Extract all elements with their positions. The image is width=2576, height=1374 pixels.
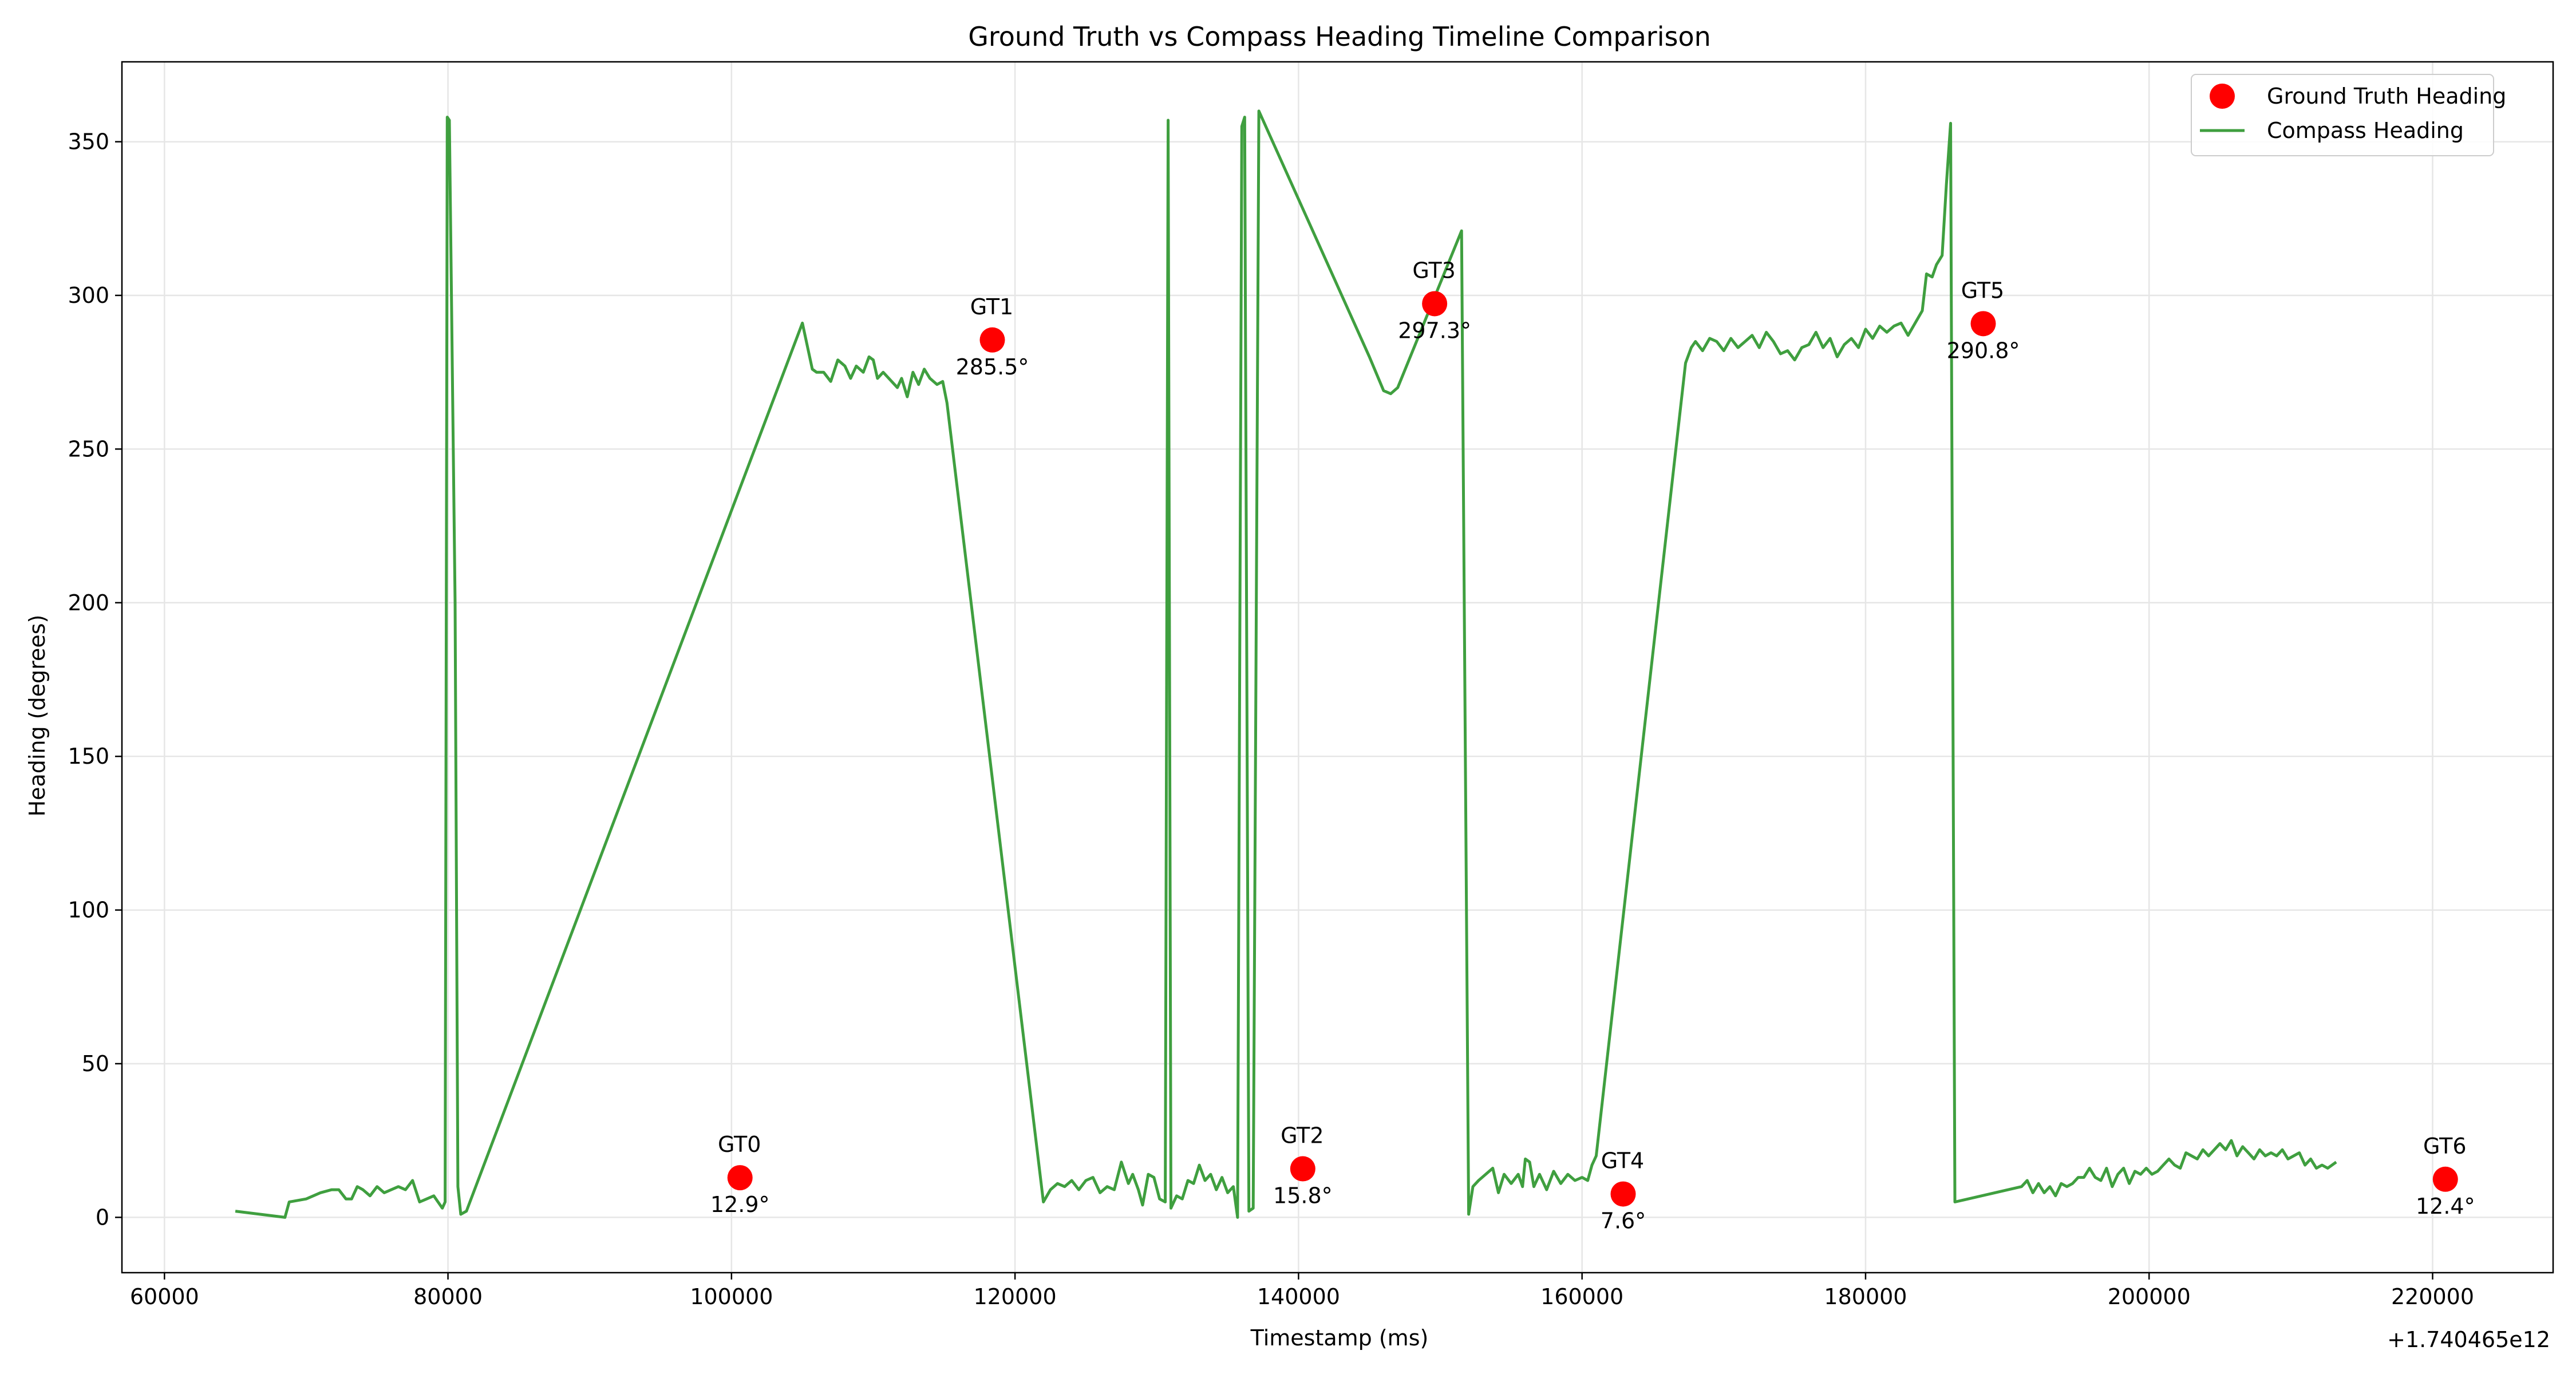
ground-truth-value-label: 7.6°	[1601, 1209, 1646, 1234]
plot-frame	[121, 61, 2554, 1274]
ground-truth-point	[979, 327, 1005, 353]
axis-ticks: 60000 80000 100000 120000 140000 160000 180000…	[68, 129, 2474, 1309]
x-tick-label: 140000	[1257, 1284, 1340, 1309]
ground-truth-id-label: GT3	[1412, 258, 1455, 283]
ground-truth-id-label: GT5	[1961, 278, 2004, 303]
ground-truth-point	[1610, 1181, 1636, 1207]
legend-label-compass: Compass Heading	[2267, 118, 2464, 143]
ground-truth-id-label: GT4	[1601, 1148, 1644, 1174]
x-axis-offset-label: +1.740465e12	[2387, 1327, 2550, 1352]
ground-truth-id-label: GT0	[718, 1132, 761, 1157]
ground-truth-point	[1422, 291, 1448, 317]
x-tick-label: 160000	[1540, 1284, 1623, 1309]
ground-truth-id-label: GT1	[970, 294, 1013, 319]
ground-truth-point	[2432, 1166, 2458, 1192]
ground-truth-point	[727, 1165, 753, 1191]
y-axis-label: Heading (degrees)	[25, 615, 50, 817]
x-axis-label: Timestamp (ms)	[1250, 1325, 1429, 1351]
compass-heading-line	[235, 109, 2337, 1219]
y-tick-label: 100	[68, 898, 109, 923]
y-tick-label: 150	[68, 744, 109, 769]
ground-truth-value-label: 285.5°	[956, 354, 1029, 380]
chart-title: Ground Truth vs Compass Heading Timeline…	[968, 21, 1711, 52]
series-layer: GT0 12.9° GT1 285.5° GT2 15.8° GT3 297.3° GT4 7.6…	[235, 109, 2475, 1234]
ground-truth-value-label: 12.9°	[710, 1192, 770, 1217]
ground-truth-value-label: 290.8°	[1947, 338, 2020, 363]
legend-label-ground-truth: Ground Truth Heading	[2267, 84, 2506, 109]
legend-box	[2191, 74, 2494, 156]
ground-truth-value-label: 15.8°	[1273, 1183, 1333, 1209]
ground-truth-id-label: GT2	[1281, 1123, 1323, 1148]
ground-truth-value-label: 297.3°	[1398, 318, 1471, 343]
x-tick-label: 60000	[130, 1284, 199, 1309]
ground-truth-value-label: 12.4°	[2416, 1194, 2475, 1219]
ground-truth-point	[1290, 1156, 1315, 1182]
ground-truth-id-label: GT6	[2423, 1134, 2466, 1159]
y-tick-label: 250	[68, 436, 109, 461]
y-tick-label: 300	[68, 283, 109, 308]
grid-lines	[122, 62, 2553, 1273]
y-tick-label: 200	[68, 590, 109, 615]
x-tick-label: 180000	[1824, 1284, 1907, 1309]
y-tick-label: 50	[82, 1051, 109, 1076]
x-tick-label: 80000	[413, 1284, 483, 1309]
legend: Ground Truth Heading Compass Heading	[2191, 74, 2506, 156]
legend-marker-ground-truth	[2210, 84, 2235, 109]
x-tick-label: 120000	[974, 1284, 1057, 1309]
x-tick-label: 200000	[2108, 1284, 2191, 1309]
ground-truth-point	[1970, 311, 1996, 337]
x-tick-label: 100000	[690, 1284, 773, 1309]
y-tick-label: 350	[68, 129, 109, 155]
y-tick-label: 0	[96, 1205, 109, 1230]
x-tick-label: 220000	[2391, 1284, 2474, 1309]
